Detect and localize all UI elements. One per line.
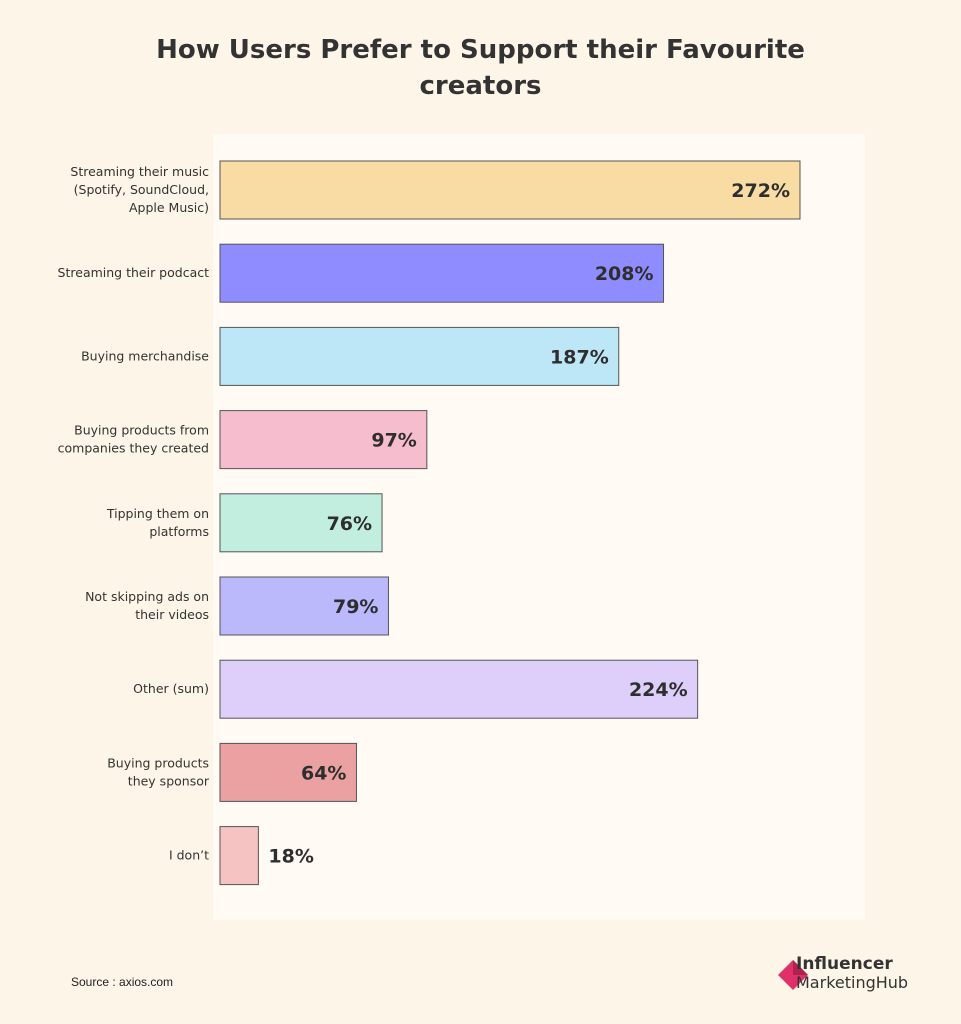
brand-name: Influencer <box>796 954 893 974</box>
category-label: Streaming their podcact <box>58 265 210 280</box>
category-label-line: Streaming their music <box>70 164 209 179</box>
value-label: 97% <box>371 430 416 452</box>
category-label-line: platforms <box>149 524 209 539</box>
chart-title-line-2: creators <box>419 71 542 101</box>
value-label: 76% <box>327 513 372 535</box>
value-label: 187% <box>550 346 609 368</box>
category-label-line: Streaming their podcact <box>58 265 210 280</box>
category-label: Other (sum) <box>133 681 209 696</box>
bar <box>219 410 428 470</box>
bar <box>219 326 620 386</box>
category-label-line: companies they created <box>58 441 209 456</box>
bar <box>219 493 383 553</box>
category-label: Streaming their music (Spotify, SoundClou… <box>70 164 209 215</box>
bar <box>219 576 389 636</box>
value-label: 79% <box>333 596 378 618</box>
source-note: Source : axios.com <box>71 975 174 989</box>
category-label-line: they sponsor <box>128 773 210 788</box>
bar <box>219 826 259 886</box>
category-label-line: Other (sum) <box>133 681 209 696</box>
value-label: 18% <box>268 846 313 868</box>
category-label: Buying merchandise <box>81 348 209 363</box>
category-label: Buying products they sponsor <box>107 755 210 788</box>
bar <box>219 659 699 719</box>
value-label: 64% <box>301 762 346 784</box>
category-label-line: their videos <box>135 607 209 622</box>
bar <box>219 243 665 303</box>
chart-title: How Users Prefer to Support their Favour… <box>0 32 961 104</box>
brand-logo: Influencer MarketingHub <box>776 952 946 996</box>
category-label-line: Buying merchandise <box>81 348 209 363</box>
category-label-line: Buying products <box>107 755 209 770</box>
category-label: I don’t <box>169 848 209 863</box>
bar <box>219 742 357 802</box>
brand-subname: MarketingHub <box>796 973 909 992</box>
value-label: 272% <box>731 180 790 202</box>
category-label-line: Buying products from <box>74 423 209 438</box>
chart-title-line-1: How Users Prefer to Support their Favour… <box>156 35 805 65</box>
category-label-line: (Spotify, SoundCloud, <box>74 182 209 197</box>
category-label: Tipping them on platforms <box>106 506 209 539</box>
bar <box>219 160 801 220</box>
category-label: Buying products from companies they creat… <box>58 423 209 456</box>
category-label-line: I don’t <box>169 848 209 863</box>
category-label-line: Apple Music) <box>129 200 209 215</box>
value-label: 208% <box>595 263 654 285</box>
value-label: 224% <box>629 679 688 701</box>
category-label: Not skipping ads on their videos <box>85 589 209 622</box>
category-label-line: Tipping them on <box>106 506 209 521</box>
category-label-line: Not skipping ads on <box>85 589 209 604</box>
brand-diamond-icon <box>778 960 808 990</box>
